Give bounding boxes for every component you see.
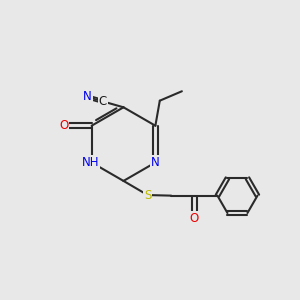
- Text: O: O: [190, 212, 199, 225]
- Text: N: N: [151, 156, 160, 169]
- Text: C: C: [99, 95, 107, 108]
- Text: N: N: [83, 91, 92, 103]
- Text: S: S: [144, 188, 151, 202]
- Text: NH: NH: [81, 156, 99, 169]
- Text: O: O: [59, 119, 68, 132]
